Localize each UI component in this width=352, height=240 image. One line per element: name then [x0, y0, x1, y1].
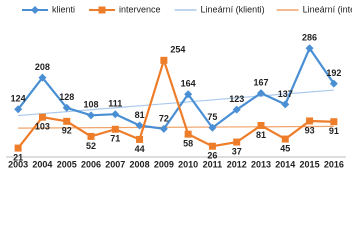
data-label: 37: [232, 146, 242, 156]
chart: 2003 2004 2005 2006 2007 2008 2009 2010 2011 2012…: [6, 4, 352, 169]
point: [281, 135, 289, 143]
point: [257, 89, 265, 98]
x-tick-label: 2016: [324, 159, 344, 169]
x-tick-label: 2010: [178, 159, 198, 169]
data-label: 21: [13, 152, 23, 162]
data-label: 103: [35, 122, 50, 132]
x-tick-label: 2011: [203, 159, 223, 169]
point: [281, 100, 290, 109]
point: [111, 110, 120, 119]
data-label: 45: [280, 143, 290, 153]
x-tick-label: 2006: [81, 159, 101, 169]
trendline: [18, 89, 334, 117]
point: [160, 56, 168, 64]
data-label: 72: [159, 113, 169, 123]
point: [208, 142, 216, 150]
point: [257, 121, 265, 129]
data-label: 75: [207, 112, 217, 122]
point: [208, 123, 217, 132]
point: [159, 124, 168, 133]
data-label: 108: [83, 100, 98, 110]
x-tick-label: 2015: [300, 159, 320, 169]
point: [135, 121, 144, 130]
x-tick-label: 2008: [130, 159, 150, 169]
point: [87, 132, 95, 140]
legend-label: Lineární (intervence): [303, 4, 352, 14]
data-label: 26: [207, 151, 217, 161]
point: [111, 125, 119, 133]
point: [87, 111, 95, 120]
point: [31, 6, 39, 14]
series-line: [17, 56, 334, 149]
legend-label: intervence: [119, 4, 161, 14]
point: [136, 135, 144, 143]
data-label: 128: [59, 92, 74, 102]
x-tick-label: 2012: [227, 159, 247, 169]
legend-label: klienti: [52, 4, 75, 14]
data-label: 286: [302, 33, 317, 43]
data-label: 123: [229, 94, 244, 104]
legend-label: Lineární (klienti): [201, 4, 265, 14]
data-label: 124: [11, 94, 26, 104]
point: [98, 6, 106, 14]
data-label: 91: [329, 126, 339, 136]
point: [306, 117, 314, 125]
point: [38, 73, 47, 82]
data-label: 44: [135, 144, 145, 154]
data-label: 137: [278, 89, 293, 99]
data-label: 164: [181, 79, 196, 89]
x-tick-label: 2013: [251, 159, 271, 169]
data-label: 254: [170, 45, 185, 55]
data-label: 92: [62, 126, 72, 136]
data-label: 81: [256, 130, 266, 140]
point: [184, 130, 192, 138]
data-label: 208: [35, 62, 50, 72]
data-label: 81: [135, 110, 145, 120]
data-label: 93: [305, 125, 315, 135]
point: [329, 79, 338, 88]
data-label: 167: [253, 77, 268, 87]
point: [233, 138, 241, 146]
data-label: 52: [86, 141, 96, 151]
point: [330, 118, 338, 126]
x-tick-label: 2014: [275, 159, 295, 169]
point: [14, 105, 23, 114]
point: [232, 105, 241, 114]
series-line: [17, 46, 335, 131]
point: [184, 90, 193, 99]
point: [62, 103, 71, 112]
trendline: [18, 125, 334, 129]
data-label: 58: [183, 139, 193, 149]
point: [14, 144, 22, 152]
point: [305, 44, 314, 53]
data-label: 192: [326, 68, 341, 78]
point: [38, 113, 46, 121]
data-label: 71: [110, 134, 120, 144]
x-tick-label: 2004: [32, 159, 52, 169]
x-tick-label: 2009: [154, 159, 174, 169]
x-tick-label: 2003: [8, 159, 28, 169]
x-tick-label: 2005: [57, 159, 77, 169]
data-label: 111: [108, 99, 122, 109]
x-tick-label: 2007: [105, 159, 125, 169]
point: [63, 117, 71, 125]
